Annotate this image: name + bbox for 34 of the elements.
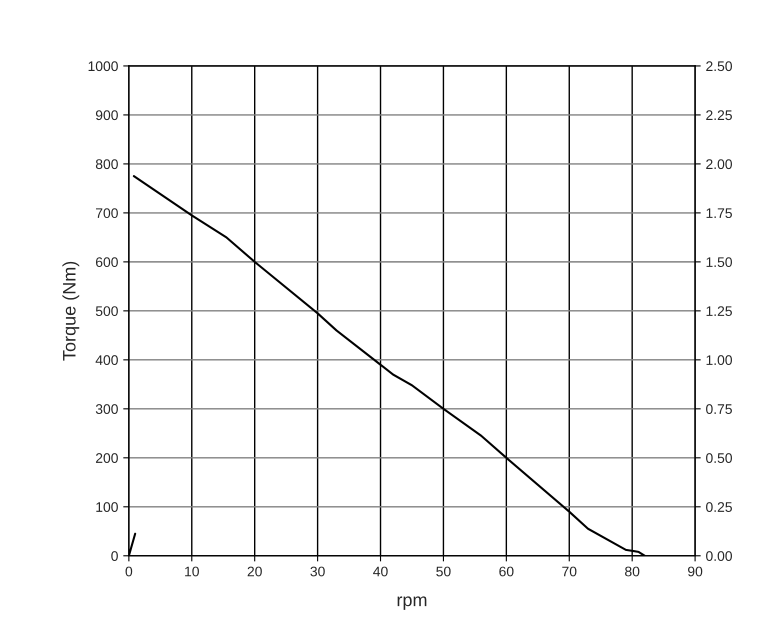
- y-tick-label: 900: [96, 110, 118, 120]
- x-tick-label: 30: [310, 566, 325, 576]
- y-axis-title: Torque (Nm): [62, 262, 80, 361]
- x-tick-label: 60: [499, 566, 514, 576]
- x-tick-label: 70: [562, 566, 576, 576]
- x-axis-title: rpm: [398, 596, 426, 610]
- y2-tick-label: 0.25: [706, 502, 732, 512]
- y-tick-label: 100: [96, 502, 118, 512]
- y2-tick-label: 1.25: [706, 306, 732, 316]
- x-tick-label: 10: [185, 566, 199, 576]
- y2-tick-label: 1.75: [706, 208, 732, 218]
- x-tick-label: 50: [436, 566, 451, 576]
- y-tick-label: 500: [96, 306, 118, 316]
- y2-tick-label: 1.50: [706, 257, 732, 268]
- y2-tick-label: 0.00: [706, 551, 732, 561]
- x-tick-label: 20: [248, 566, 262, 576]
- y-tick-label: 200: [96, 453, 118, 463]
- y-tick-label: 300: [96, 404, 118, 414]
- x-tick-label: 40: [373, 566, 388, 576]
- y-tick-label: 1000: [88, 61, 118, 72]
- y-tick-label: 700: [96, 208, 118, 218]
- y-tick-label: 600: [96, 257, 118, 268]
- x-tick-label: 90: [688, 566, 702, 576]
- y-tick-label: 400: [96, 355, 118, 366]
- y2-tick-label: 0.75: [706, 404, 732, 414]
- y-tick-label: 0: [111, 551, 118, 561]
- y2-tick-label: 1.00: [706, 355, 732, 366]
- x-tick-label: 80: [625, 566, 640, 576]
- y2-tick-label: 2.50: [706, 61, 732, 72]
- y2-tick-label: 0.50: [706, 453, 732, 463]
- x-tick-label: 0: [126, 566, 132, 576]
- y2-tick-label: 2.25: [706, 110, 732, 120]
- y2-tick-label: 2.00: [706, 159, 732, 170]
- y-tick-label: 800: [96, 159, 118, 170]
